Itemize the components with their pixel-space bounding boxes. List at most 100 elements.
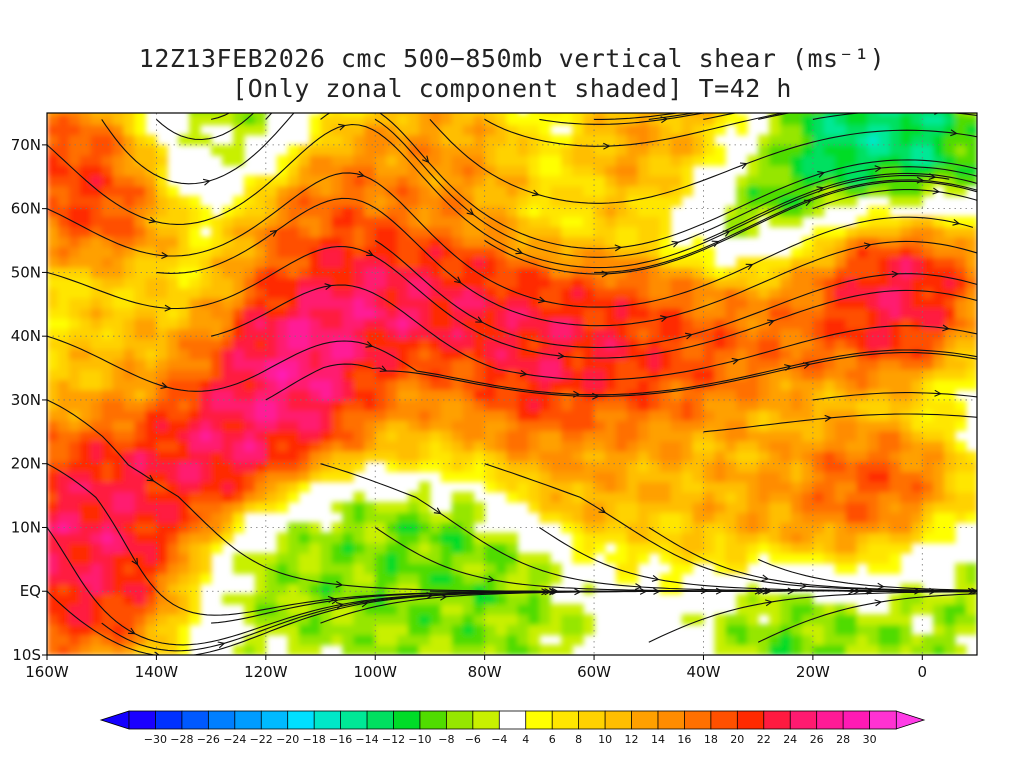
shade-cell	[944, 318, 956, 330]
shade-cell	[583, 165, 595, 177]
shade-cell	[528, 124, 540, 136]
shade-cell	[506, 155, 518, 166]
shade-cell	[320, 124, 332, 136]
shade-cell	[211, 267, 223, 279]
shade-cell	[79, 644, 92, 655]
shade-cell	[123, 338, 136, 350]
shade-cell	[648, 420, 661, 432]
streamline	[429, 119, 977, 204]
shade-cell	[703, 144, 715, 156]
shade-cell	[90, 563, 103, 574]
shade-cell	[966, 216, 977, 228]
shade-cell	[397, 532, 409, 544]
shade-cell	[156, 308, 168, 319]
shade-cell	[626, 532, 639, 544]
shade-cell	[659, 359, 672, 370]
shade-cell	[528, 614, 540, 625]
shade-cell	[823, 195, 836, 207]
shade-cell	[397, 369, 409, 381]
shade-cell	[68, 114, 81, 126]
shade-cell	[123, 328, 136, 340]
shade-cell	[397, 114, 409, 126]
shade-cell	[419, 481, 431, 493]
shade-cell	[506, 379, 518, 391]
shade-cell	[791, 155, 803, 166]
shade-cell	[594, 399, 606, 411]
shade-cell	[222, 379, 234, 391]
colorbar-label: 14	[651, 733, 665, 746]
shade-cell	[79, 195, 92, 207]
shade-cell	[298, 236, 311, 248]
shade-cell	[922, 451, 934, 462]
shade-cell	[801, 420, 814, 432]
shade-cell	[112, 206, 125, 217]
shade-cell	[539, 471, 551, 483]
shade-cell	[681, 502, 694, 513]
shade-cell	[90, 604, 103, 615]
shade-cell	[911, 318, 923, 330]
shade-cell	[605, 410, 617, 421]
shade-cell	[112, 553, 125, 564]
shade-cell	[900, 583, 912, 595]
shade-cell	[517, 144, 529, 156]
shade-cell	[747, 206, 759, 217]
shade-cell	[68, 338, 81, 350]
shade-cell	[375, 430, 387, 442]
shade-cell	[79, 216, 92, 228]
shade-cell	[823, 399, 836, 411]
shade-cell	[484, 369, 497, 381]
shade-cell	[254, 420, 267, 432]
shade-cell	[298, 614, 311, 625]
shade-cell	[145, 491, 157, 503]
shade-cell	[484, 206, 497, 217]
shade-cell	[626, 399, 639, 411]
shade-cell	[922, 246, 934, 258]
shade-cell	[167, 430, 179, 442]
shade-cell	[572, 206, 584, 217]
shade-cell	[145, 246, 157, 258]
shade-cell	[90, 113, 103, 115]
shade-cell	[845, 359, 858, 370]
shade-cell	[834, 328, 847, 340]
shade-cell	[123, 369, 136, 381]
shade-cell	[265, 297, 278, 309]
shade-cell	[889, 553, 901, 564]
shade-cell	[878, 257, 890, 268]
shade-cell	[626, 369, 639, 381]
shade-cell	[145, 369, 157, 381]
shade-cell	[243, 359, 256, 370]
shade-cell	[615, 451, 628, 462]
shade-cell	[484, 328, 497, 340]
shade-cell	[681, 185, 694, 197]
shade-cell	[134, 410, 146, 421]
shade-cell	[528, 481, 540, 493]
streamline-arrow	[466, 208, 475, 216]
shade-cell	[386, 430, 398, 442]
shade-cell	[725, 348, 737, 360]
shade-cell	[539, 114, 551, 126]
shade-cell	[758, 593, 770, 605]
shade-cell	[287, 287, 300, 299]
shade-cell	[517, 236, 529, 248]
shade-cell	[528, 573, 540, 585]
shade-cell	[462, 542, 475, 554]
shade-cell	[583, 277, 595, 289]
shade-cell	[539, 563, 551, 574]
shade-cell	[167, 440, 179, 452]
shade-cell	[495, 440, 508, 452]
shade-cell	[966, 328, 977, 340]
shade-cell	[648, 165, 661, 177]
shade-cell	[134, 359, 146, 370]
shade-cell	[769, 155, 781, 166]
shade-cell	[342, 614, 354, 625]
shade-cell	[156, 155, 168, 166]
shade-cell	[167, 593, 179, 605]
shade-cell	[375, 440, 387, 452]
shade-cell	[626, 491, 639, 503]
shade-cell	[222, 399, 234, 411]
shade-cell	[856, 236, 869, 248]
shade-cell	[473, 542, 486, 554]
shade-cell	[353, 491, 365, 503]
shade-cell	[922, 124, 934, 136]
shade-cell	[681, 267, 694, 279]
